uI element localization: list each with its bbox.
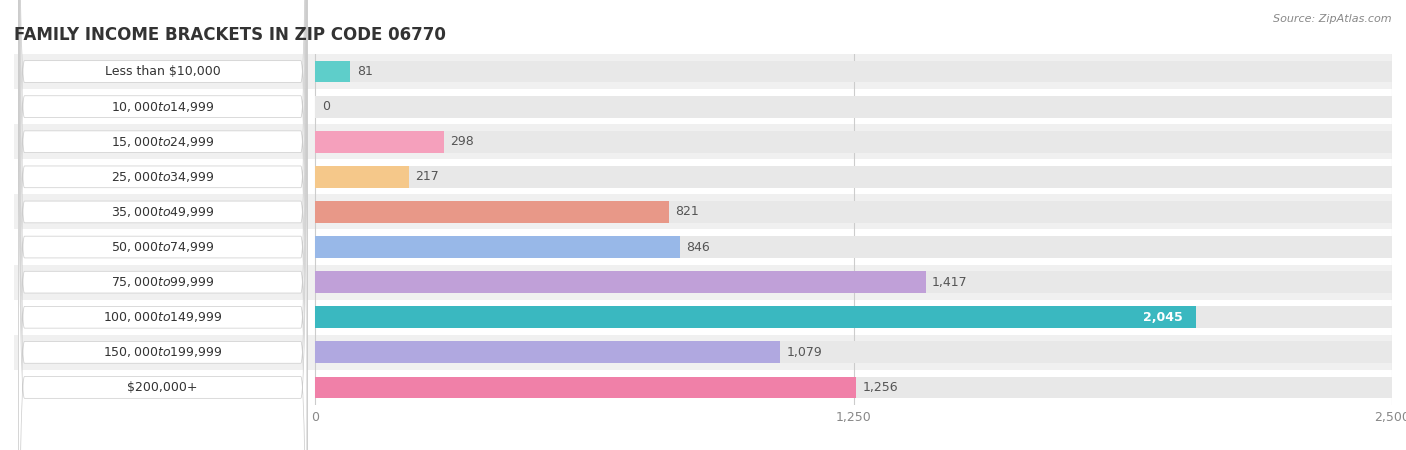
- Bar: [315, 166, 1392, 188]
- Text: 821: 821: [675, 206, 699, 218]
- FancyBboxPatch shape: [18, 0, 307, 450]
- Text: 217: 217: [415, 171, 439, 183]
- Text: $50,000 to $74,999: $50,000 to $74,999: [111, 240, 214, 254]
- Text: 1,417: 1,417: [932, 276, 967, 288]
- Text: 846: 846: [686, 241, 710, 253]
- Bar: [14, 230, 1392, 265]
- Bar: [14, 194, 1392, 230]
- Text: $200,000+: $200,000+: [128, 381, 198, 394]
- Text: 81: 81: [357, 65, 373, 78]
- FancyBboxPatch shape: [18, 0, 307, 450]
- FancyBboxPatch shape: [18, 0, 307, 450]
- Text: 298: 298: [450, 135, 474, 148]
- Text: 0: 0: [322, 100, 330, 113]
- Bar: [315, 166, 409, 188]
- Text: $15,000 to $24,999: $15,000 to $24,999: [111, 135, 214, 149]
- Bar: [315, 342, 1392, 363]
- Bar: [315, 236, 1392, 258]
- Bar: [315, 342, 780, 363]
- Bar: [315, 306, 1392, 328]
- Text: $35,000 to $49,999: $35,000 to $49,999: [111, 205, 214, 219]
- FancyBboxPatch shape: [18, 0, 307, 450]
- Bar: [315, 131, 1392, 153]
- FancyBboxPatch shape: [18, 0, 307, 450]
- Text: $150,000 to $199,999: $150,000 to $199,999: [103, 345, 222, 360]
- Bar: [315, 306, 1197, 328]
- Bar: [14, 265, 1392, 300]
- Bar: [315, 61, 350, 82]
- Bar: [315, 236, 679, 258]
- Text: $100,000 to $149,999: $100,000 to $149,999: [103, 310, 222, 324]
- Text: FAMILY INCOME BRACKETS IN ZIP CODE 06770: FAMILY INCOME BRACKETS IN ZIP CODE 06770: [14, 26, 446, 44]
- Text: 1,079: 1,079: [786, 346, 823, 359]
- Bar: [14, 124, 1392, 159]
- Bar: [14, 89, 1392, 124]
- Bar: [315, 61, 1392, 82]
- Bar: [315, 201, 669, 223]
- Bar: [14, 159, 1392, 194]
- Bar: [14, 335, 1392, 370]
- Bar: [315, 271, 925, 293]
- Text: 2,045: 2,045: [1143, 311, 1182, 324]
- Bar: [14, 370, 1392, 405]
- Text: 1,256: 1,256: [863, 381, 898, 394]
- FancyBboxPatch shape: [18, 0, 307, 450]
- Bar: [315, 271, 1392, 293]
- FancyBboxPatch shape: [18, 0, 307, 450]
- Bar: [14, 54, 1392, 89]
- FancyBboxPatch shape: [18, 0, 307, 450]
- Bar: [14, 300, 1392, 335]
- Bar: [315, 201, 1392, 223]
- Bar: [315, 377, 1392, 398]
- Bar: [315, 377, 856, 398]
- Text: $75,000 to $99,999: $75,000 to $99,999: [111, 275, 214, 289]
- FancyBboxPatch shape: [18, 0, 307, 450]
- Text: Source: ZipAtlas.com: Source: ZipAtlas.com: [1274, 14, 1392, 23]
- Bar: [315, 96, 1392, 117]
- Text: $10,000 to $14,999: $10,000 to $14,999: [111, 99, 214, 114]
- Text: Less than $10,000: Less than $10,000: [104, 65, 221, 78]
- Bar: [315, 131, 444, 153]
- Text: $25,000 to $34,999: $25,000 to $34,999: [111, 170, 214, 184]
- FancyBboxPatch shape: [18, 0, 307, 450]
